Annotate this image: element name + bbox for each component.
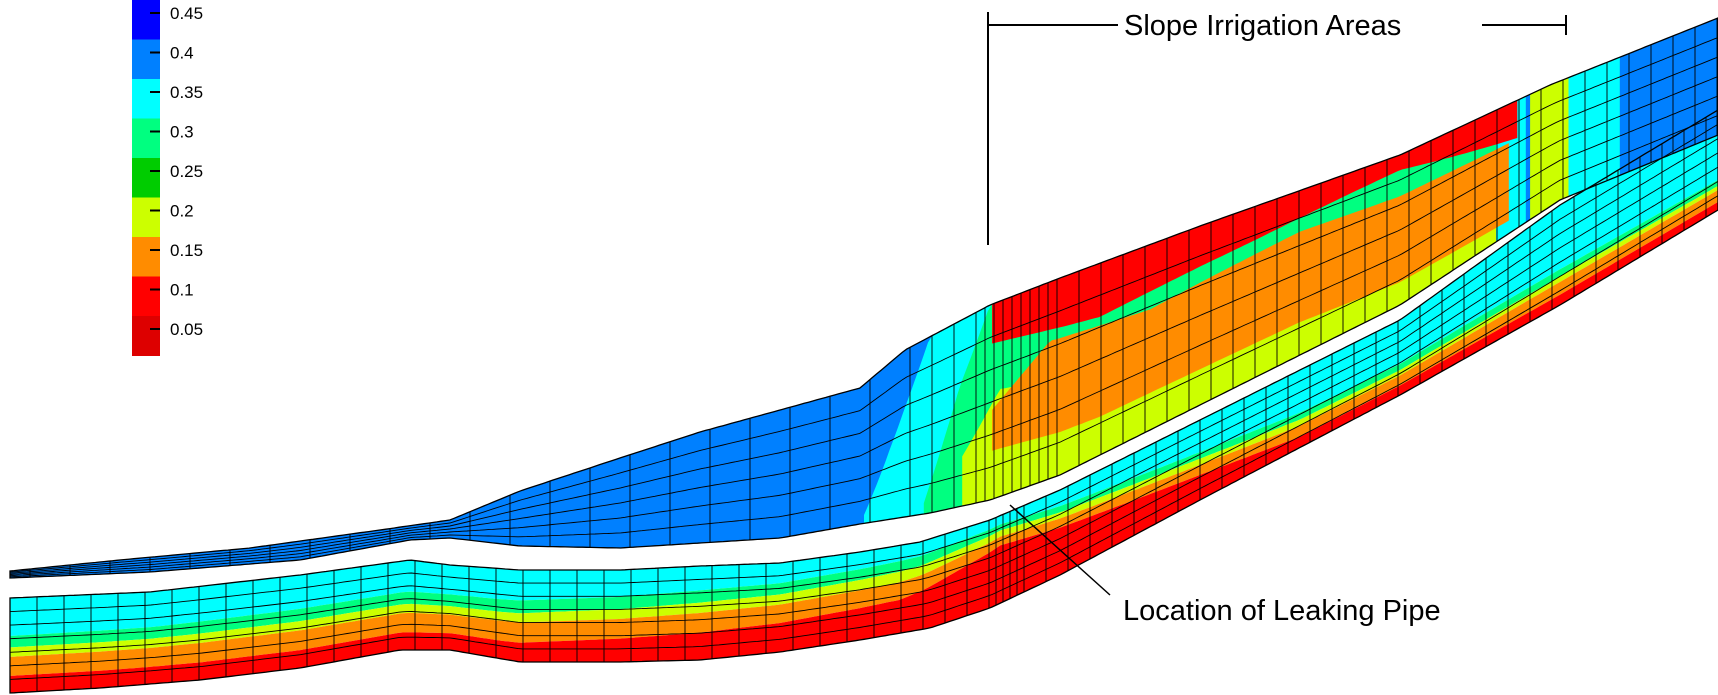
upper-mesh-row-line (9, 37, 1718, 573)
legend-swatch (132, 158, 160, 198)
legend-swatch (132, 118, 160, 159)
leaking-pipe-leader (1009, 504, 1111, 596)
upper-mesh-row-line (9, 56, 1718, 574)
lower-mesh-row-line (9, 152, 1718, 640)
legend-swatch (132, 0, 160, 40)
legend-label: 0.2 (170, 202, 194, 221)
legend-label: 0.15 (170, 241, 203, 260)
legend-label: 0.25 (170, 162, 203, 181)
leaking-pipe-callout: Location of Leaking Pipe (1009, 504, 1441, 627)
upper-region-orange (992, 143, 1509, 451)
upper-mesh-row-line (9, 115, 1718, 578)
lower-mesh-row-line (9, 195, 1718, 680)
lower-mesh-row-line (9, 181, 1718, 667)
slope-irrigation-bracket: Slope Irrigation Areas (987, 10, 1567, 245)
legend-swatch (132, 316, 160, 356)
leaking-pipe-label: Location of Leaking Pipe (1123, 595, 1441, 627)
legend-label: 0.05 (170, 320, 203, 339)
legend-swatch (132, 197, 160, 238)
legend-label: 0.4 (170, 44, 194, 63)
legend-swatch (132, 39, 160, 80)
slope-irrigation-label: Slope Irrigation Areas (1124, 10, 1401, 42)
legend-label: 0.3 (170, 123, 194, 142)
lower-mesh-row-line (9, 138, 1718, 626)
legend-label: 0.45 (170, 4, 203, 23)
lower-mesh-row-line (9, 166, 1718, 653)
upper-mesh-row-line (9, 95, 1718, 577)
legend-label: 0.1 (170, 281, 194, 300)
legend-swatch (132, 237, 160, 277)
lower-mesh-outline (9, 109, 1718, 694)
upper-mesh-outline (9, 17, 1718, 579)
legend-swatch (132, 79, 160, 119)
lower-mesh-row-line (9, 123, 1718, 613)
mesh-layer (9, 17, 1718, 694)
upper-region-yellow-right (1530, 77, 1569, 220)
upper-mesh-row-line (9, 76, 1718, 575)
legend-label: 0.35 (170, 83, 203, 102)
color-legend: 0.45 0.4 0.35 0.3 0.25 0.2 0.15 0.1 0.05 (132, 0, 203, 356)
legend-swatch (132, 276, 160, 317)
